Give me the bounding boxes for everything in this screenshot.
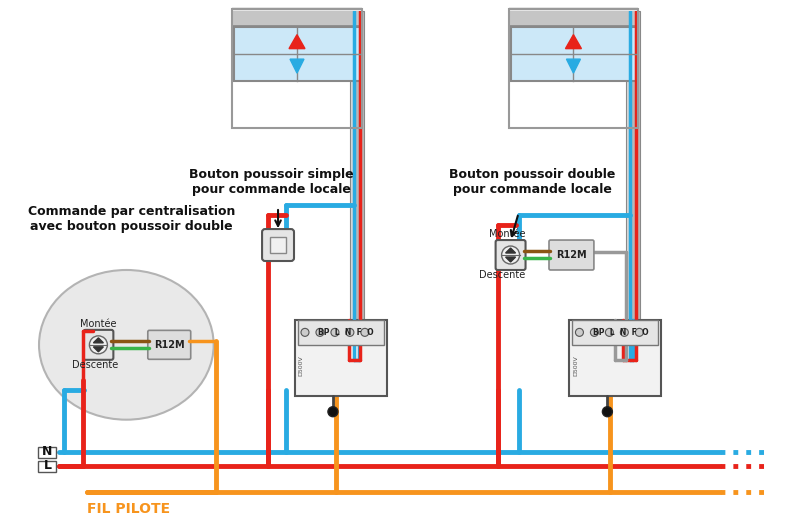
Bar	[232, 66, 362, 72]
Bar	[509, 38, 638, 46]
Circle shape	[328, 407, 338, 417]
Polygon shape	[289, 35, 305, 49]
Circle shape	[361, 328, 369, 337]
Text: Montée: Montée	[490, 229, 526, 239]
FancyBboxPatch shape	[496, 240, 526, 270]
Polygon shape	[94, 338, 103, 343]
FancyBboxPatch shape	[148, 330, 190, 359]
Text: N: N	[42, 445, 53, 458]
Text: FIL PILOTE: FIL PILOTE	[87, 501, 170, 516]
Bar	[573, 320, 658, 345]
Bar	[232, 8, 362, 128]
Circle shape	[301, 328, 309, 337]
Polygon shape	[506, 257, 515, 262]
Text: BP  L  N  F  O: BP L N F O	[318, 328, 374, 337]
Bar	[627, 10, 630, 360]
Circle shape	[602, 407, 612, 417]
Bar	[38, 447, 57, 458]
Bar	[232, 56, 362, 64]
Circle shape	[331, 328, 339, 337]
Circle shape	[606, 328, 614, 337]
Text: Descente: Descente	[479, 270, 526, 280]
Text: Descente: Descente	[72, 360, 118, 370]
Bar	[234, 27, 360, 81]
Text: D500V: D500V	[298, 355, 303, 376]
Bar	[509, 6, 638, 12]
Polygon shape	[566, 35, 582, 49]
Bar	[509, 56, 638, 64]
Bar	[232, 6, 362, 12]
Text: R12M: R12M	[556, 250, 586, 260]
Text: Montée: Montée	[80, 319, 117, 329]
Polygon shape	[94, 347, 103, 352]
Polygon shape	[566, 59, 581, 73]
Bar	[509, 29, 638, 36]
FancyBboxPatch shape	[83, 330, 114, 360]
Text: L: L	[43, 459, 51, 472]
Bar	[626, 10, 640, 360]
Bar	[509, 66, 638, 72]
Circle shape	[316, 328, 324, 337]
Bar	[38, 460, 57, 471]
Bar	[232, 47, 362, 55]
FancyBboxPatch shape	[549, 240, 594, 270]
Polygon shape	[506, 248, 515, 253]
Text: Commande par centralisation
avec bouton poussoir double: Commande par centralisation avec bouton …	[28, 205, 235, 233]
Bar	[295, 320, 387, 396]
Text: Bouton poussoir simple
pour commande locale: Bouton poussoir simple pour commande loc…	[189, 168, 354, 196]
Circle shape	[575, 328, 583, 337]
Bar	[509, 75, 638, 81]
Text: D500V: D500V	[573, 355, 578, 376]
Bar	[232, 38, 362, 46]
Circle shape	[90, 336, 107, 354]
Text: R12M: R12M	[154, 340, 185, 350]
Bar	[350, 10, 364, 360]
Text: BP  L  N  F  O: BP L N F O	[593, 328, 648, 337]
FancyBboxPatch shape	[262, 229, 294, 261]
Circle shape	[635, 328, 643, 337]
FancyBboxPatch shape	[509, 8, 638, 26]
Circle shape	[502, 246, 519, 264]
Circle shape	[620, 328, 628, 337]
Ellipse shape	[39, 270, 214, 419]
Bar	[351, 10, 354, 360]
Bar	[570, 320, 662, 396]
Bar	[298, 320, 384, 345]
Circle shape	[590, 328, 598, 337]
Bar	[232, 29, 362, 36]
Polygon shape	[290, 59, 304, 73]
FancyBboxPatch shape	[232, 8, 362, 26]
Bar	[232, 75, 362, 81]
Text: Bouton poussoir double
pour commande locale: Bouton poussoir double pour commande loc…	[450, 168, 616, 196]
Circle shape	[346, 328, 354, 337]
Bar	[509, 47, 638, 55]
Bar	[510, 27, 636, 81]
Bar	[270, 237, 286, 253]
Bar	[509, 8, 638, 128]
